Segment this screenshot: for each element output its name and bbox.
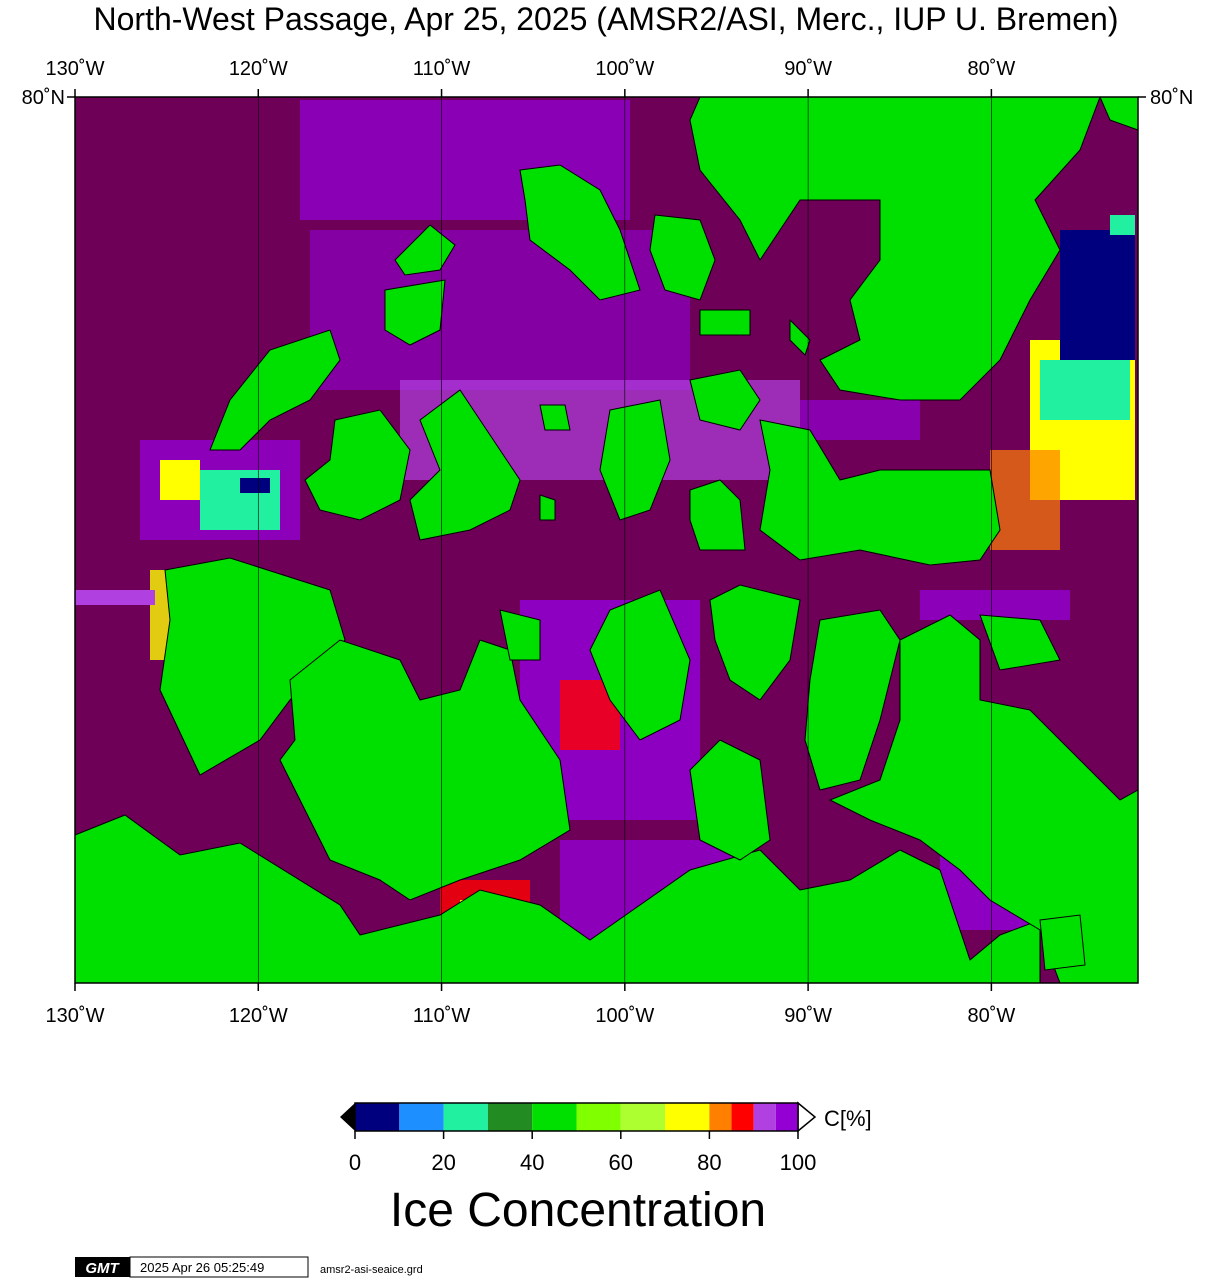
colorbar-under: [340, 1103, 355, 1131]
colorbar-segment: [665, 1103, 710, 1131]
colorbar-segment: [576, 1103, 621, 1131]
colorbar-segment: [753, 1103, 776, 1131]
lon-label: 80˚W: [967, 1005, 1015, 1027]
land: [74, 96, 1139, 984]
lat-label: 80˚N: [22, 87, 65, 109]
lon-label: 130˚W: [46, 58, 105, 80]
lon-label: 90˚W: [784, 58, 832, 80]
colorbar-tick-label: 100: [780, 1150, 817, 1175]
colorbar-segment: [620, 1103, 666, 1131]
colorbar-segment: [532, 1103, 577, 1131]
lon-label: 120˚W: [229, 58, 288, 80]
lon-label: 110˚W: [413, 1005, 471, 1027]
map-frame: [74, 96, 1139, 984]
colorbar-segment: [443, 1103, 488, 1131]
lon-label: 130˚W: [46, 1005, 105, 1027]
logo-box: [75, 1257, 130, 1277]
colorbar-tick-label: 60: [609, 1150, 633, 1175]
timestamp-box: [129, 1256, 309, 1278]
title: North-West Passage, Apr 25, 2025 (AMSR2/…: [94, 1, 1119, 37]
colorbar-tick-label: 80: [697, 1150, 721, 1175]
colorbar-segment: [709, 1103, 732, 1131]
footer: GMT 2025 Apr 26 05:25:49 amsr2-asi-seaic…: [75, 1256, 423, 1278]
colorbar-tick-label: 40: [520, 1150, 544, 1175]
colorbar-tick-label: 20: [431, 1150, 455, 1175]
colorbar-tick-label: 0: [349, 1150, 361, 1175]
file-name: amsr2-asi-seaice.grd: [320, 1264, 423, 1276]
logo: GMT: [85, 1260, 120, 1277]
lon-label: 90˚W: [784, 1005, 832, 1027]
colorbar-segment: [355, 1103, 400, 1131]
colorbar-segment: [487, 1103, 533, 1131]
lon-label: 80˚W: [967, 58, 1015, 80]
colorbar-segment: [731, 1103, 754, 1131]
lat-label: 80˚N: [1150, 87, 1193, 109]
lon-label: 100˚W: [595, 1005, 654, 1027]
lon-label: 110˚W: [413, 58, 471, 80]
colorbar-segment: [775, 1103, 798, 1131]
colorbar-over: [797, 1101, 817, 1133]
lon-label: 100˚W: [595, 58, 654, 80]
colorbar-frame: [354, 1102, 799, 1132]
lon-label: 120˚W: [229, 1005, 288, 1027]
colorbar-title: Ice Concentration: [390, 1184, 766, 1237]
timestamp: 2025 Apr 26 05:25:49: [140, 1260, 264, 1275]
colorbar: C[%] Ice Concentration 0 20 40 60 80 100: [340, 1101, 872, 1237]
colorbar-unit: C[%]: [824, 1106, 872, 1131]
map: [74, 96, 1139, 984]
colorbar-segment: [399, 1103, 444, 1131]
